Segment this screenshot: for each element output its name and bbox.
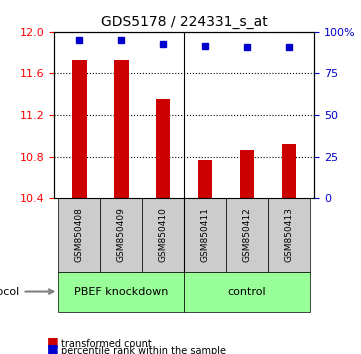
- Bar: [198, 160, 212, 198]
- FancyBboxPatch shape: [142, 198, 184, 272]
- Text: percentile rank within the sample: percentile rank within the sample: [61, 346, 226, 354]
- Text: GSM850413: GSM850413: [284, 207, 293, 262]
- FancyBboxPatch shape: [58, 272, 184, 312]
- Text: GSM850409: GSM850409: [117, 207, 126, 262]
- Text: ■: ■: [47, 335, 59, 348]
- FancyBboxPatch shape: [58, 198, 100, 272]
- Text: protocol: protocol: [0, 286, 53, 297]
- Bar: [240, 150, 255, 198]
- FancyBboxPatch shape: [184, 272, 310, 312]
- Text: GSM850411: GSM850411: [201, 207, 210, 262]
- FancyBboxPatch shape: [268, 198, 310, 272]
- FancyBboxPatch shape: [100, 198, 142, 272]
- FancyBboxPatch shape: [184, 198, 226, 272]
- Text: GSM850408: GSM850408: [75, 207, 84, 262]
- Text: ■: ■: [47, 342, 59, 354]
- Bar: [282, 144, 296, 198]
- Bar: [114, 60, 129, 198]
- Title: GDS5178 / 224331_s_at: GDS5178 / 224331_s_at: [101, 16, 268, 29]
- Text: PBEF knockdown: PBEF knockdown: [74, 286, 169, 297]
- Bar: [156, 99, 170, 198]
- FancyBboxPatch shape: [226, 198, 268, 272]
- Bar: [72, 60, 87, 198]
- Text: GSM850410: GSM850410: [158, 207, 168, 262]
- Text: GSM850412: GSM850412: [243, 207, 252, 262]
- Text: transformed count: transformed count: [61, 339, 152, 349]
- Text: control: control: [228, 286, 266, 297]
